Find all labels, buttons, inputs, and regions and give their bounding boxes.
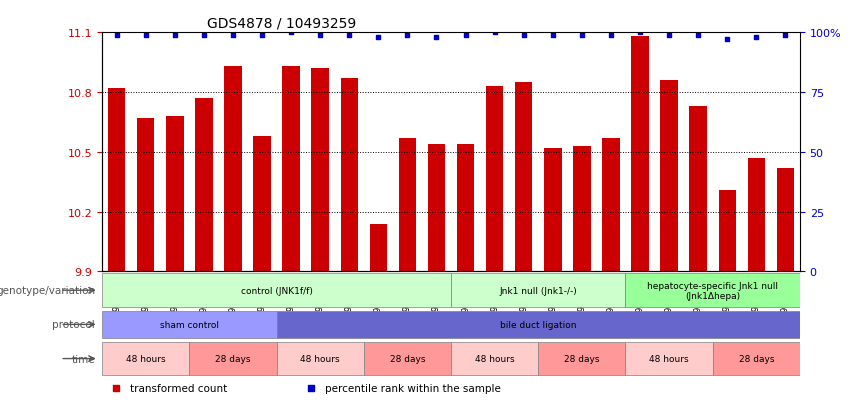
Bar	[311, 69, 328, 272]
Text: genotype/variation: genotype/variation	[0, 285, 95, 295]
Text: 28 days: 28 days	[564, 354, 600, 363]
Point	[575, 32, 589, 39]
FancyBboxPatch shape	[625, 274, 800, 307]
Text: 48 hours: 48 hours	[300, 354, 340, 363]
FancyBboxPatch shape	[189, 342, 277, 375]
Bar	[137, 119, 154, 272]
Bar	[515, 83, 533, 272]
Bar	[486, 87, 503, 272]
Point	[342, 32, 356, 39]
FancyBboxPatch shape	[451, 274, 625, 307]
Bar	[254, 136, 271, 272]
Bar	[398, 138, 416, 272]
Text: protocol: protocol	[53, 320, 95, 330]
Bar	[108, 89, 125, 272]
Point	[372, 35, 386, 41]
Text: sham control: sham control	[160, 320, 219, 329]
FancyBboxPatch shape	[538, 342, 625, 375]
Bar	[166, 116, 184, 272]
Bar	[777, 169, 794, 272]
FancyBboxPatch shape	[277, 342, 363, 375]
Bar	[603, 138, 620, 272]
Point	[459, 32, 472, 39]
Point	[226, 32, 240, 39]
Point	[401, 32, 414, 39]
Text: 48 hours: 48 hours	[126, 354, 166, 363]
Text: GDS4878 / 10493259: GDS4878 / 10493259	[207, 17, 356, 31]
Bar	[195, 99, 213, 272]
Point	[430, 35, 443, 41]
Bar	[428, 145, 445, 272]
Point	[721, 37, 734, 43]
Point	[750, 35, 763, 41]
FancyBboxPatch shape	[277, 311, 800, 338]
Bar	[689, 107, 707, 272]
Point	[779, 32, 792, 39]
FancyBboxPatch shape	[363, 342, 451, 375]
Text: time: time	[71, 354, 95, 364]
Point	[110, 32, 123, 39]
Text: 28 days: 28 days	[739, 354, 774, 363]
Bar	[224, 67, 242, 272]
Bar	[747, 158, 765, 272]
FancyBboxPatch shape	[102, 274, 451, 307]
FancyBboxPatch shape	[102, 311, 277, 338]
Point	[488, 30, 501, 36]
Bar	[544, 148, 562, 272]
Point	[517, 32, 530, 39]
Bar	[369, 224, 387, 272]
Bar	[283, 67, 300, 272]
Point	[633, 30, 647, 36]
Bar	[457, 145, 474, 272]
Bar	[631, 37, 648, 272]
Bar	[660, 81, 677, 272]
FancyBboxPatch shape	[451, 342, 538, 375]
FancyBboxPatch shape	[102, 342, 189, 375]
Point	[313, 32, 327, 39]
Text: bile duct ligation: bile duct ligation	[500, 320, 576, 329]
Point	[546, 32, 560, 39]
Point	[604, 32, 618, 39]
Text: control (JNK1f/f): control (JNK1f/f)	[241, 286, 312, 295]
Point	[305, 385, 318, 392]
Text: hepatocyte-specific Jnk1 null
(Jnk1Δhepa): hepatocyte-specific Jnk1 null (Jnk1Δhepa…	[648, 281, 778, 300]
Point	[284, 30, 298, 36]
Text: 48 hours: 48 hours	[475, 354, 515, 363]
Point	[662, 32, 676, 39]
FancyBboxPatch shape	[625, 342, 712, 375]
Point	[168, 32, 181, 39]
Text: transformed count: transformed count	[130, 383, 227, 393]
FancyBboxPatch shape	[712, 342, 800, 375]
Bar	[573, 147, 591, 272]
Point	[255, 32, 269, 39]
Text: Jnk1 null (Jnk1-/-): Jnk1 null (Jnk1-/-)	[500, 286, 577, 295]
Point	[197, 32, 211, 39]
Bar	[718, 190, 736, 272]
Point	[139, 32, 152, 39]
Point	[109, 385, 123, 392]
Text: 28 days: 28 days	[215, 354, 251, 363]
Bar	[340, 79, 358, 272]
Text: 48 hours: 48 hours	[649, 354, 689, 363]
Text: percentile rank within the sample: percentile rank within the sample	[325, 383, 501, 393]
Point	[691, 32, 705, 39]
Text: 28 days: 28 days	[390, 354, 426, 363]
